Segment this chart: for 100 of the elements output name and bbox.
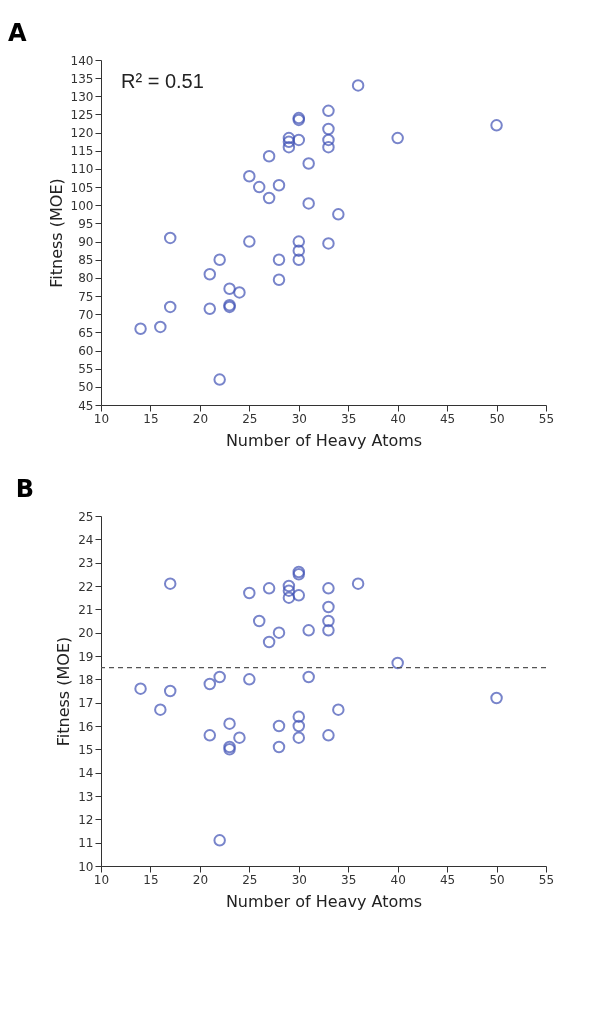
y-tick-label: 75 — [78, 289, 94, 304]
point — [391, 131, 404, 145]
point — [282, 584, 296, 597]
point — [490, 119, 503, 132]
point — [213, 373, 226, 386]
y-tick-label: 23 — [78, 556, 94, 571]
point — [163, 231, 177, 245]
y-tick-label: 115 — [70, 144, 94, 159]
point — [233, 731, 246, 744]
y-tick-label: 90 — [78, 235, 94, 250]
y-tick-label: 105 — [70, 180, 94, 195]
point — [322, 140, 335, 154]
y-tick-label: 70 — [78, 307, 94, 322]
point — [272, 740, 286, 754]
point — [292, 731, 306, 744]
point — [243, 673, 256, 686]
x-tick-label: 50 — [489, 872, 505, 887]
point — [322, 614, 335, 628]
y-tick-label: 24 — [78, 532, 94, 547]
y-tick-label: 25 — [78, 509, 94, 524]
y-tick-label: 80 — [78, 271, 94, 286]
point — [154, 320, 167, 334]
point — [322, 122, 335, 136]
point — [302, 157, 315, 170]
y-tick-label: 13 — [78, 789, 94, 804]
point — [272, 626, 286, 639]
point — [203, 729, 217, 742]
point — [292, 710, 306, 723]
point — [262, 635, 276, 649]
point — [292, 244, 306, 257]
y-tick-label: 14 — [78, 766, 94, 781]
point — [243, 235, 256, 248]
y-tick-label: 15 — [78, 742, 94, 757]
point — [322, 104, 335, 118]
point — [252, 180, 266, 194]
point — [391, 656, 404, 670]
point — [302, 670, 315, 684]
y-tick-label: 20 — [78, 626, 94, 641]
y-tick-label: 100 — [70, 198, 94, 213]
y-axis-title: Fitness (MOE) — [46, 178, 66, 288]
x-tick-label: 20 — [192, 411, 209, 426]
y-tick-label: 135 — [70, 71, 94, 86]
y-tick-label: 12 — [78, 812, 94, 827]
y-tick-label: 19 — [78, 649, 94, 664]
x-axis-title: Number of Heavy Atoms — [225, 430, 423, 450]
y-tick-label: 85 — [78, 253, 94, 268]
point — [272, 719, 286, 733]
point — [223, 717, 236, 730]
point — [322, 582, 335, 595]
y-tick-label: 55 — [78, 362, 94, 377]
point — [243, 586, 256, 600]
y-tick-label: 11 — [78, 836, 94, 851]
point — [262, 150, 276, 163]
y-tick-label: 140 — [70, 53, 94, 68]
y-tick-label: 110 — [70, 162, 94, 177]
x-tick-label: 10 — [93, 411, 110, 426]
y-tick-label: 17 — [78, 696, 94, 711]
y-tick-label: 120 — [70, 126, 94, 141]
point — [282, 591, 296, 604]
point — [322, 600, 335, 614]
y-tick-label: 21 — [78, 602, 94, 617]
x-tick-label: 35 — [341, 411, 357, 426]
point — [213, 834, 226, 847]
point — [302, 197, 315, 210]
point — [154, 703, 167, 716]
point — [292, 589, 306, 602]
x-tick-label: 10 — [93, 872, 110, 887]
y-tick-label: 45 — [78, 398, 94, 413]
point — [233, 286, 246, 299]
point — [203, 302, 217, 315]
x-tick-label: 15 — [143, 411, 159, 426]
annotation: R² = 0.51 — [121, 70, 204, 92]
point — [272, 253, 286, 266]
x-tick-label: 15 — [143, 872, 159, 887]
point — [332, 703, 345, 716]
x-tick-label: 30 — [291, 411, 307, 426]
x-tick-label: 35 — [341, 872, 357, 887]
x-tick-label: 40 — [390, 411, 406, 426]
point — [252, 614, 266, 628]
point — [292, 719, 306, 733]
x-tick-label: 55 — [538, 872, 555, 887]
y-tick-label: 18 — [78, 672, 94, 687]
point — [282, 135, 296, 148]
point — [351, 577, 365, 590]
chart-title: A — [8, 19, 28, 47]
point — [262, 191, 276, 205]
point — [292, 253, 306, 266]
x-axis-title: Number of Heavy Atoms — [225, 891, 423, 911]
point — [243, 169, 256, 183]
y-tick-label: 10 — [78, 859, 94, 874]
point — [490, 691, 503, 705]
point — [213, 670, 226, 684]
y-axis-title: Fitness (MOE) — [54, 636, 74, 747]
point — [203, 268, 217, 281]
point — [282, 131, 296, 145]
point — [134, 322, 147, 335]
x-tick-label: 55 — [538, 411, 555, 426]
point — [292, 133, 306, 147]
point — [213, 253, 226, 266]
point — [163, 684, 177, 698]
